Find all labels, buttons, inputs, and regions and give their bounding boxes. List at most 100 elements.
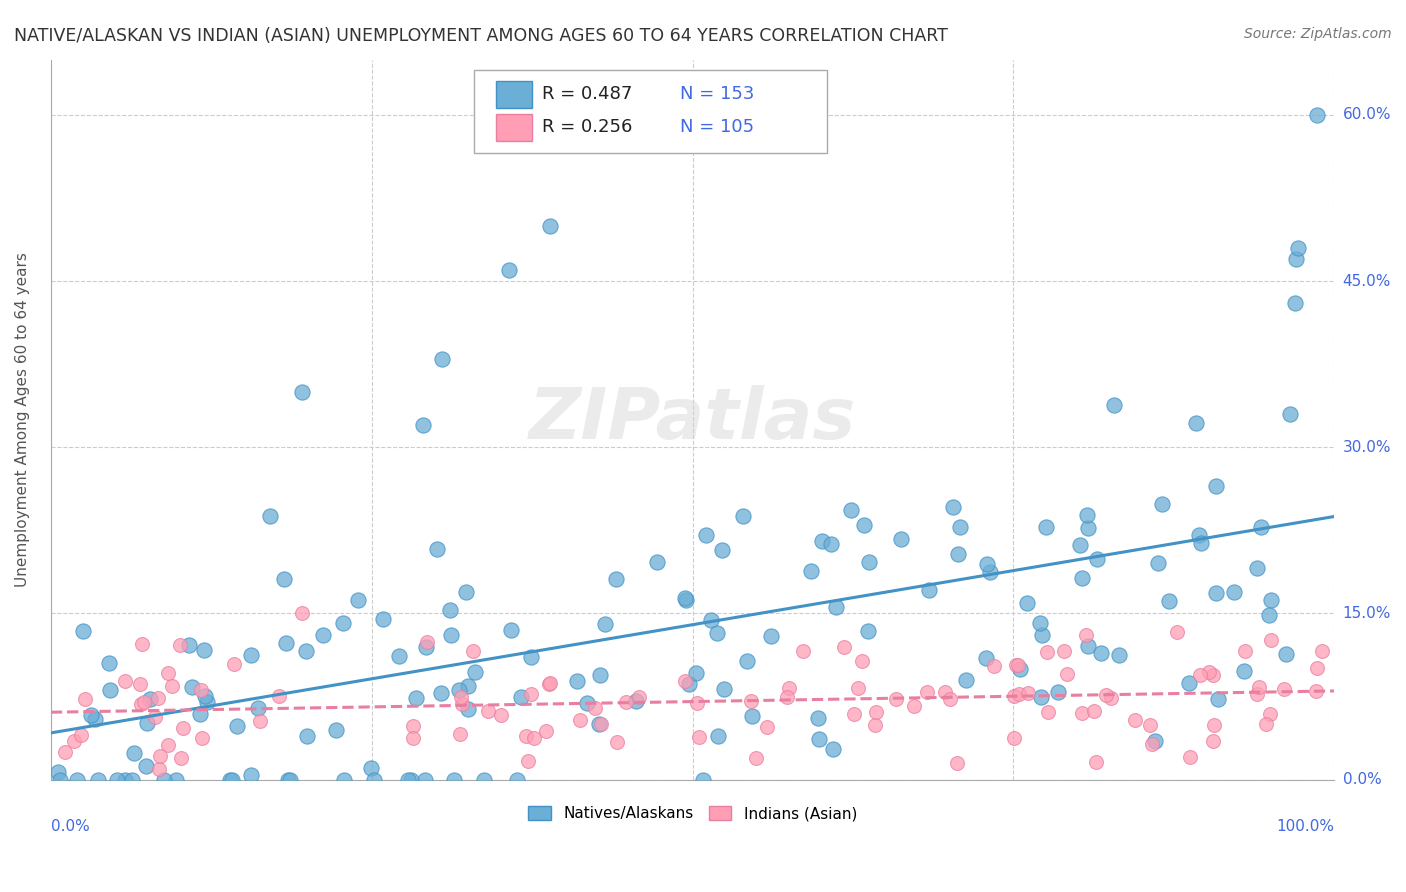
Point	[745, 751, 768, 765]
Point	[1094, 688, 1116, 702]
Point	[160, 679, 183, 693]
Text: 15.0%: 15.0%	[1343, 606, 1391, 621]
Point	[169, 751, 191, 765]
Point	[807, 711, 830, 725]
Point	[605, 572, 627, 586]
Point	[942, 500, 965, 515]
FancyBboxPatch shape	[496, 81, 531, 108]
Point	[499, 624, 522, 638]
Point	[1286, 241, 1309, 255]
Point	[731, 509, 754, 524]
Point	[918, 583, 941, 598]
Point	[1258, 707, 1281, 722]
Point	[46, 764, 69, 779]
Point	[800, 564, 823, 578]
Point	[692, 772, 714, 787]
Point	[143, 710, 166, 724]
Point	[295, 729, 318, 743]
Point	[1152, 497, 1174, 511]
Point	[842, 707, 865, 722]
Point	[405, 690, 427, 705]
Point	[412, 418, 434, 433]
Point	[538, 676, 561, 690]
Point	[1083, 704, 1105, 718]
Point	[839, 503, 862, 517]
Point	[267, 689, 290, 703]
Point	[1189, 668, 1212, 682]
Point	[741, 709, 763, 723]
Point	[1090, 646, 1112, 660]
Point	[73, 692, 96, 706]
Point	[710, 543, 733, 558]
Point	[53, 745, 76, 759]
Point	[1085, 551, 1108, 566]
Point	[1234, 644, 1257, 658]
Point	[955, 673, 977, 688]
Point	[181, 681, 204, 695]
Point	[1036, 705, 1059, 719]
Text: 0.0%: 0.0%	[1343, 772, 1381, 787]
Point	[593, 617, 616, 632]
Point	[1071, 571, 1094, 585]
Point	[114, 673, 136, 688]
Point	[1188, 527, 1211, 541]
Point	[1004, 689, 1026, 703]
Point	[1085, 756, 1108, 770]
Point	[700, 613, 723, 627]
Point	[402, 731, 425, 745]
Point	[685, 665, 707, 680]
Point	[291, 384, 314, 399]
Point	[1139, 718, 1161, 732]
Point	[1202, 668, 1225, 682]
Point	[808, 732, 831, 747]
Text: ZIPatlas: ZIPatlas	[529, 385, 856, 454]
Point	[575, 696, 598, 710]
Point	[884, 692, 907, 706]
Point	[498, 263, 520, 277]
Point	[449, 727, 471, 741]
Point	[934, 685, 956, 699]
Point	[66, 772, 89, 787]
Point	[520, 687, 543, 701]
FancyBboxPatch shape	[474, 70, 827, 153]
Point	[1178, 750, 1201, 764]
Point	[614, 695, 637, 709]
Point	[1108, 648, 1130, 662]
Text: R = 0.256: R = 0.256	[543, 119, 633, 136]
Point	[537, 676, 560, 690]
Point	[707, 729, 730, 743]
Point	[131, 637, 153, 651]
Point	[1310, 644, 1333, 658]
Point	[156, 738, 179, 752]
Point	[347, 593, 370, 607]
Point	[1306, 661, 1329, 675]
Point	[49, 772, 72, 787]
Point	[454, 585, 477, 599]
Point	[447, 683, 470, 698]
Point	[332, 616, 354, 631]
Point	[121, 772, 143, 787]
Point	[97, 656, 120, 670]
Point	[472, 772, 495, 787]
Point	[1246, 561, 1268, 575]
Point	[1159, 594, 1181, 608]
Point	[1017, 596, 1039, 610]
Point	[430, 351, 453, 366]
Point	[1206, 692, 1229, 706]
Point	[291, 607, 314, 621]
Point	[225, 719, 247, 733]
Point	[128, 677, 150, 691]
Point	[1076, 508, 1098, 522]
Point	[673, 673, 696, 688]
Point	[165, 772, 187, 787]
Point	[131, 697, 153, 711]
Point	[1002, 731, 1025, 746]
Point	[1076, 628, 1098, 642]
Point	[706, 625, 728, 640]
Point	[1010, 662, 1032, 676]
Point	[188, 706, 211, 721]
Point	[1284, 252, 1306, 266]
Point	[778, 681, 800, 695]
Point	[240, 768, 263, 782]
Point	[1223, 585, 1246, 599]
